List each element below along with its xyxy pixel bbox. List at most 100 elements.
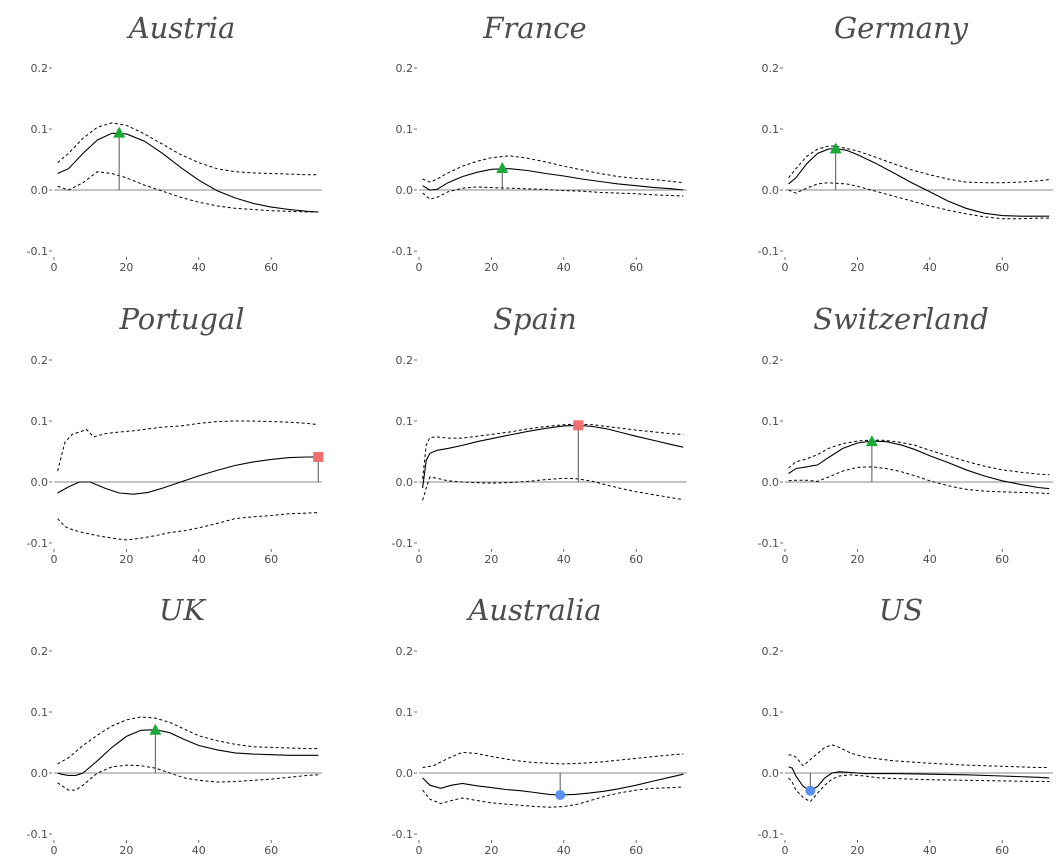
y-tick-label: -0.1	[758, 828, 779, 841]
panel-title: Spain	[493, 302, 577, 336]
y-tick-label: 0.1	[31, 415, 49, 428]
y-tick-label: 0.0	[396, 184, 414, 197]
estimate-line	[788, 440, 1050, 490]
upper-band-line	[788, 744, 1050, 768]
lower-band-line	[788, 466, 1050, 495]
estimate-line	[422, 773, 684, 796]
lower-band-line	[422, 786, 684, 808]
y-tick-label: 0.1	[762, 706, 780, 719]
y-tick-label: 0.1	[762, 123, 780, 136]
x-tick-label: 20	[484, 261, 498, 274]
y-tick-label: 0.2	[396, 645, 414, 658]
y-tick-label: 0.1	[396, 123, 414, 136]
x-tick-label: 0	[416, 553, 423, 566]
y-tick-label: 0.0	[31, 767, 49, 780]
x-tick-label: 0	[51, 844, 58, 857]
lower-band-line	[422, 476, 684, 501]
x-tick-label: 20	[850, 553, 864, 566]
x-tick-label: 0	[416, 261, 423, 274]
y-tick-label: 0.2	[762, 62, 780, 75]
x-tick-label: 0	[51, 553, 58, 566]
x-tick-label: 0	[416, 844, 423, 857]
peak-marker-triangle	[149, 723, 162, 735]
x-tick-label: 60	[264, 553, 278, 566]
y-tick-label: -0.1	[758, 245, 779, 258]
lower-band-line	[57, 764, 319, 791]
panel-title: Switzerland	[813, 302, 989, 336]
panel-austria: Austria -0.1 0.0 0.1 0.2 0 20 40 60	[27, 11, 322, 274]
estimate-line	[788, 766, 1050, 792]
x-tick-label: 60	[995, 844, 1009, 857]
y-tick-label: 0.2	[31, 645, 49, 658]
x-tick-label: 60	[264, 844, 278, 857]
estimate-line	[422, 424, 684, 489]
estimate-line	[788, 147, 1050, 217]
y-tick-label: -0.1	[392, 828, 413, 841]
x-tick-label: 40	[923, 844, 937, 857]
panel-portugal: Portugal -0.1 0.0 0.1 0.2 0 20 40 60	[27, 302, 324, 566]
x-tick-label: 40	[923, 261, 937, 274]
panel-us: US -0.1 0.0 0.1 0.2 0 20 40 60	[758, 593, 1053, 857]
lower-band-line	[57, 512, 319, 541]
lower-band-line	[788, 182, 1050, 220]
panel-title: Australia	[465, 593, 601, 627]
estimate-line	[57, 456, 319, 495]
lower-band-line	[788, 774, 1050, 803]
y-tick-label: 0.1	[31, 123, 49, 136]
y-tick-label: -0.1	[392, 245, 413, 258]
peak-marker-triangle	[865, 435, 878, 447]
y-tick-label: -0.1	[27, 537, 48, 550]
upper-band-line	[57, 420, 319, 472]
y-tick-label: 0.0	[31, 476, 49, 489]
x-tick-label: 20	[119, 844, 133, 857]
x-tick-label: 0	[782, 261, 789, 274]
lower-band-line	[57, 171, 319, 213]
x-tick-label: 40	[192, 553, 206, 566]
upper-band-line	[788, 145, 1050, 184]
peak-marker-triangle	[496, 162, 509, 174]
estimate-line	[57, 729, 319, 776]
panel-france: France -0.1 0.0 0.1 0.2 0 20 40 60	[392, 11, 687, 274]
peak-marker-square	[573, 420, 584, 431]
upper-band-line	[422, 751, 684, 768]
x-tick-label: 0	[782, 844, 789, 857]
panel-uk: UK -0.1 0.0 0.1 0.2 0 20 40 60	[27, 593, 322, 857]
x-tick-label: 40	[192, 261, 206, 274]
y-tick-label: -0.1	[392, 537, 413, 550]
y-tick-label: 0.0	[762, 184, 780, 197]
panel-title: Austria	[126, 11, 236, 45]
estimate-line	[422, 168, 684, 191]
upper-band-line	[422, 423, 684, 479]
y-tick-label: 0.2	[762, 354, 780, 367]
x-tick-label: 40	[557, 261, 571, 274]
y-tick-label: 0.2	[762, 645, 780, 658]
upper-band-line	[57, 716, 319, 765]
y-tick-label: 0.1	[396, 706, 414, 719]
x-tick-label: 60	[629, 844, 643, 857]
panel-germany: Germany -0.1 0.0 0.1 0.2 0 20 40 60	[758, 11, 1053, 274]
y-tick-label: 0.0	[31, 184, 49, 197]
y-tick-label: 0.1	[31, 706, 49, 719]
x-tick-label: 20	[850, 844, 864, 857]
panel-title: Portugal	[118, 302, 244, 336]
y-tick-label: 0.1	[396, 415, 414, 428]
y-tick-label: -0.1	[27, 245, 48, 258]
y-tick-label: 0.0	[396, 767, 414, 780]
x-tick-label: 20	[119, 261, 133, 274]
y-tick-label: -0.1	[758, 537, 779, 550]
y-tick-label: 0.2	[396, 354, 414, 367]
x-tick-label: 40	[557, 553, 571, 566]
x-tick-label: 0	[51, 261, 58, 274]
panel-title: US	[879, 593, 923, 627]
y-tick-label: -0.1	[27, 828, 48, 841]
x-tick-label: 60	[264, 261, 278, 274]
y-tick-label: 0.1	[762, 415, 780, 428]
x-tick-label: 60	[629, 553, 643, 566]
upper-band-line	[422, 155, 684, 184]
y-tick-label: 0.2	[396, 62, 414, 75]
x-tick-label: 40	[557, 844, 571, 857]
panel-title: Germany	[834, 11, 969, 45]
upper-band-line	[788, 439, 1050, 476]
x-tick-label: 0	[782, 553, 789, 566]
